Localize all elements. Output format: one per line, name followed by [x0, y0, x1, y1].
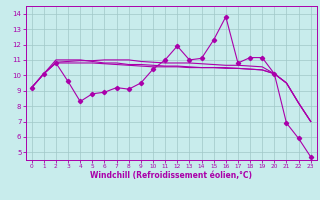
X-axis label: Windchill (Refroidissement éolien,°C): Windchill (Refroidissement éolien,°C)	[90, 171, 252, 180]
